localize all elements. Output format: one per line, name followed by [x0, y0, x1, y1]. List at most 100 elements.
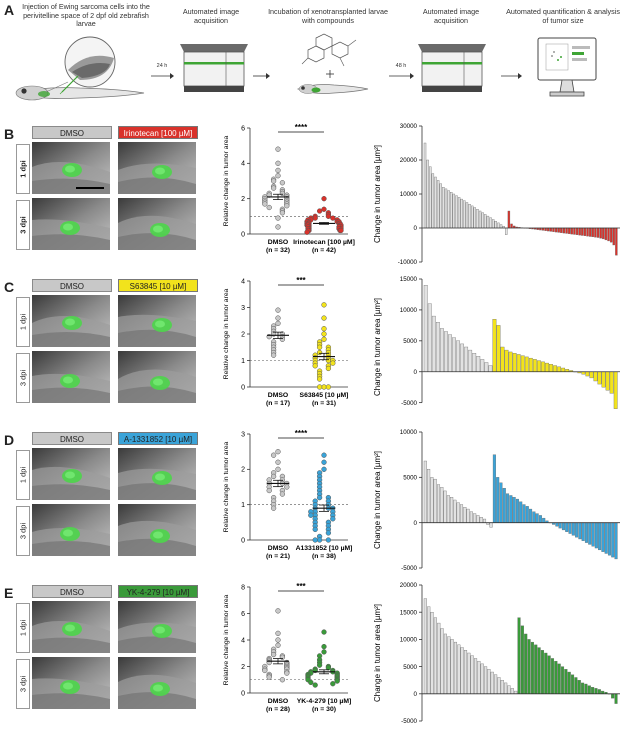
waterfall-bar	[473, 207, 477, 229]
waterfall-bar	[436, 484, 441, 523]
waterfall-bar	[447, 636, 451, 694]
data-point	[275, 146, 281, 152]
data-point	[316, 662, 323, 668]
scatter-plot: Relative change in tumor area0246DMSO(n …	[223, 123, 355, 254]
waterfall-bar	[532, 359, 537, 372]
waterfall-bar	[613, 371, 618, 409]
waterfall-bar	[426, 159, 429, 229]
waterfall-bar	[460, 343, 464, 372]
y-tick-label: -5000	[401, 400, 417, 407]
waterfall-bar	[464, 346, 469, 372]
waterfall-bar	[507, 210, 511, 229]
waterfall-bar	[483, 518, 487, 523]
y-axis-label: Change in tumor area [µm²]	[373, 145, 382, 243]
waterfall-bar	[578, 227, 581, 236]
waterfall-bar	[429, 166, 432, 229]
arrow-right-icon	[501, 73, 522, 79]
data-point	[275, 637, 281, 643]
data-point	[334, 678, 340, 684]
data-point	[304, 229, 310, 235]
waterfall-bar	[423, 460, 427, 523]
row-label-1dpi: 1 dpi	[16, 450, 30, 500]
waterfall-bar	[601, 522, 605, 552]
data-point	[321, 459, 327, 465]
waterfall-bar	[477, 660, 481, 694]
waterfall-plot: Change in tumor area [µm²] 15000 10000 5000…	[373, 276, 620, 409]
waterfall-bar	[484, 362, 489, 372]
y-tick-label: 2	[241, 331, 245, 338]
data-point	[325, 357, 332, 364]
waterfall-bar	[448, 334, 452, 372]
y-tick-label: 0	[414, 520, 418, 527]
y-tick-label: 2	[241, 467, 245, 474]
waterfall-bar	[442, 187, 445, 229]
waterfall-bar	[456, 502, 460, 523]
data-point	[321, 629, 327, 635]
waterfall-bar	[453, 499, 457, 523]
waterfall-bar	[529, 508, 533, 523]
waterfall-bar	[558, 522, 562, 529]
control-condition-label: DMSO	[32, 585, 112, 598]
waterfall-bar	[443, 633, 447, 694]
data-point	[275, 315, 281, 321]
data-point	[325, 365, 332, 372]
waterfall-bar	[467, 652, 471, 694]
waterfall-bar	[463, 507, 467, 523]
waterfall-bar	[430, 477, 434, 523]
waterfall-bar	[484, 214, 487, 229]
waterfall-bar	[457, 197, 461, 229]
waterfall-bar	[570, 227, 574, 235]
waterfall-bar	[599, 227, 602, 239]
waterfall-bar	[514, 690, 518, 694]
waterfall-bar	[452, 193, 456, 229]
y-axis-label: Change in tumor area [µm²]	[373, 298, 382, 396]
panel-letter: D	[4, 432, 15, 448]
panel-letter: C	[4, 279, 15, 295]
waterfall-bar	[607, 522, 611, 556]
microscopy-image	[32, 657, 110, 709]
waterfall-bar	[504, 682, 508, 694]
imaging-device-icon	[418, 44, 486, 92]
data-point	[316, 344, 323, 350]
data-point	[270, 178, 277, 184]
waterfall-bar	[597, 371, 602, 385]
data-point	[275, 630, 281, 637]
waterfall-bar	[601, 690, 605, 694]
waterfall-bar	[446, 495, 450, 523]
data-point	[312, 537, 318, 543]
waterfall-bar	[562, 227, 566, 234]
waterfall-bar	[439, 183, 442, 229]
group-name-label: A1331852 [10 µM]	[296, 545, 353, 552]
y-tick-label: 10000	[400, 429, 418, 436]
data-point	[321, 649, 327, 655]
waterfall-bar	[588, 522, 592, 545]
data-point	[312, 363, 318, 369]
waterfall-bar	[505, 227, 508, 235]
y-tick-label: 15000	[400, 276, 418, 283]
y-tick-label: 30000	[400, 123, 418, 130]
waterfall-bar	[453, 641, 458, 694]
waterfall-bar	[443, 490, 447, 523]
waterfall-bar	[440, 628, 444, 694]
waterfall-bar	[431, 315, 436, 372]
data-point	[275, 173, 281, 179]
panel-d: D DMSO A-1331852 [10 µM] 1 dpi 3 dpi Relative…	[0, 418, 624, 572]
waterfall-bar	[499, 482, 503, 523]
waterfall-bar	[540, 650, 544, 694]
waterfall-bar	[433, 617, 437, 694]
data-point	[275, 608, 281, 614]
row-label-3dpi: 3 dpi	[16, 353, 30, 403]
y-axis-label: Change in tumor area [µm²]	[373, 604, 382, 702]
microscopy-image	[32, 601, 110, 653]
waterfall-bar	[519, 501, 523, 523]
waterfall-bar	[554, 227, 558, 233]
workflow-step-acquisition-2: Automated image acquisition	[422, 7, 480, 25]
panel-letter: B	[4, 126, 15, 142]
row-label-3dpi: 3 dpi	[16, 506, 30, 556]
significance-label: ****	[295, 429, 308, 438]
waterfall-bar	[555, 522, 559, 527]
y-tick-label: 5000	[403, 338, 417, 345]
y-tick-label: 4	[241, 278, 245, 285]
group-name-label: S63845 [10 µM]	[300, 392, 349, 399]
waterfall-bar	[486, 215, 490, 229]
